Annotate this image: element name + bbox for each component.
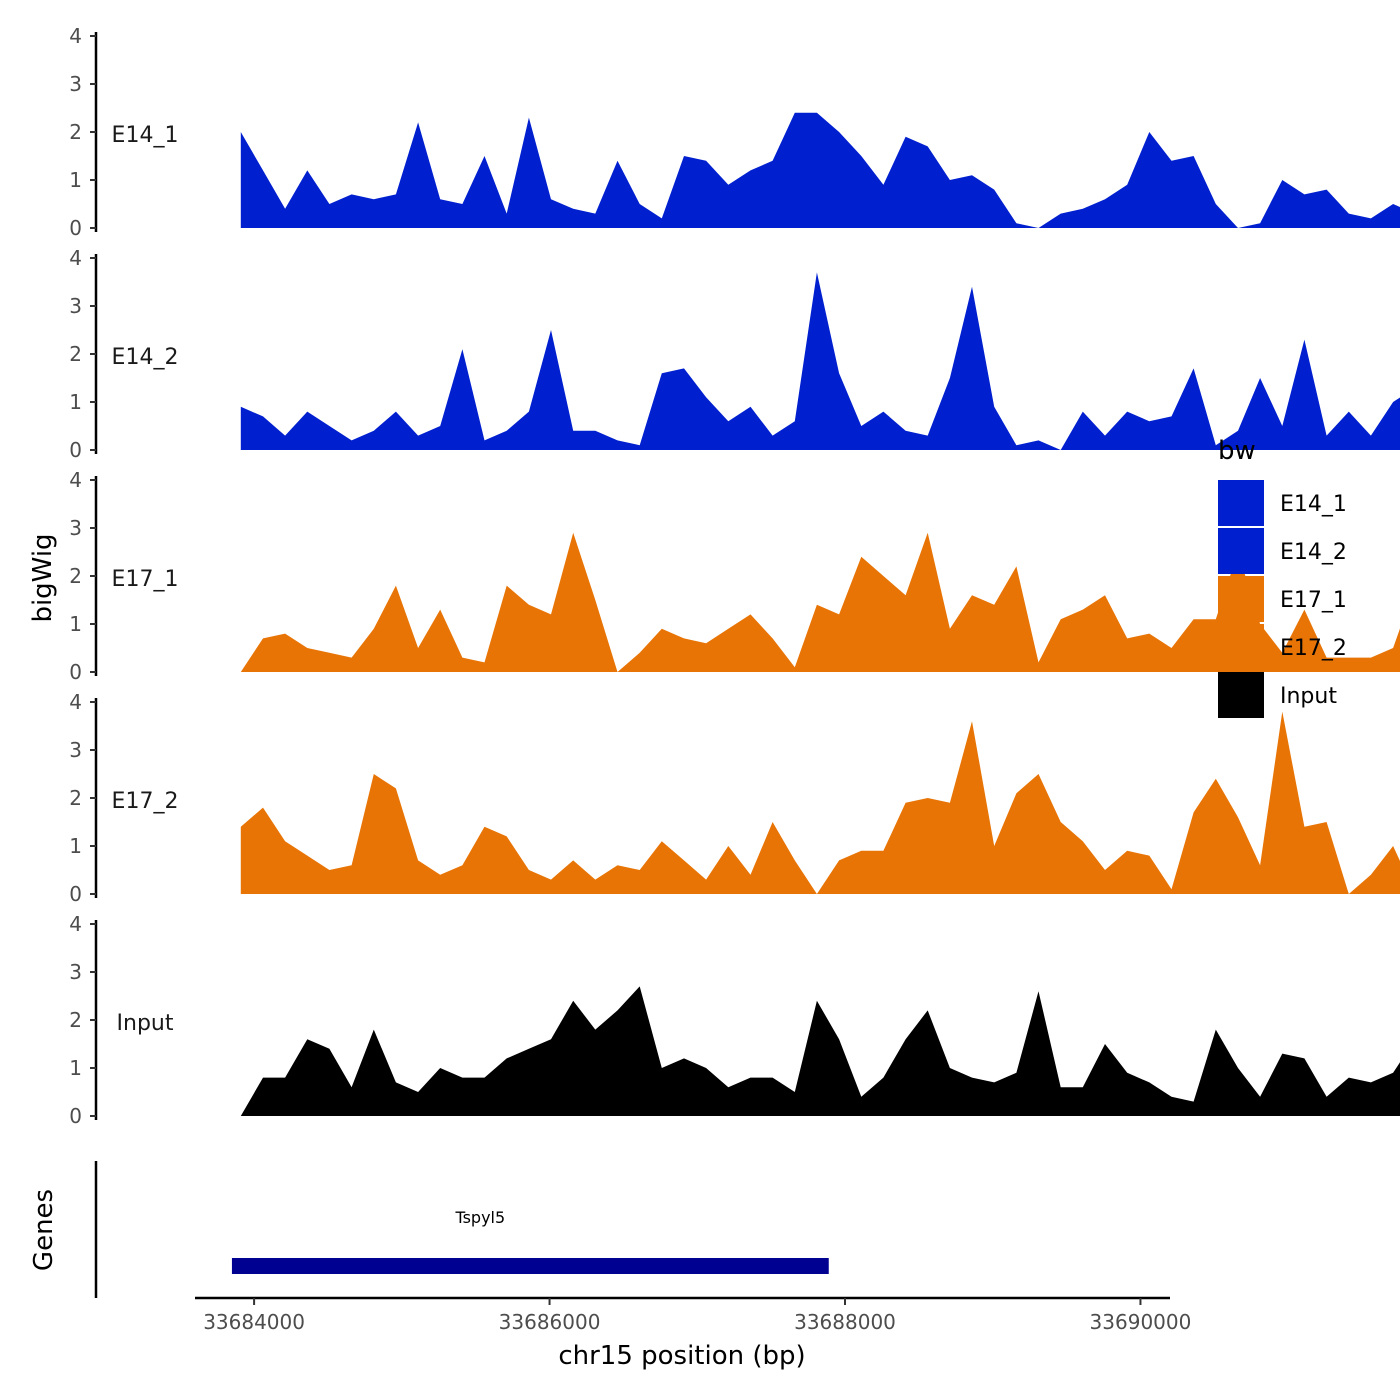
y-tick-label: 4: [69, 246, 82, 270]
y-tick-label: 2: [69, 120, 82, 144]
y-tick-label: 1: [69, 390, 82, 414]
gene-tspyl5-label: Tspyl5: [454, 1208, 505, 1227]
area-e17-1: [240, 532, 1400, 672]
y-tick-label: 3: [69, 294, 82, 318]
y-tick-label: 0: [69, 438, 82, 462]
track-e14-2: 0 1 2 3 4 E14_2: [69, 246, 1400, 462]
track-e17-2: 0 1 2 3 4 E17_2: [69, 690, 1400, 906]
track-label: E14_1: [112, 123, 179, 148]
legend-swatch: [1218, 672, 1264, 718]
legend-swatch: [1218, 576, 1264, 622]
y-tick-label: 3: [69, 960, 82, 984]
y-tick-label: 1: [69, 1056, 82, 1080]
y-tick-label: 4: [69, 468, 82, 492]
x-tick-label: 33688000: [794, 1310, 896, 1334]
x-axis-title: chr15 position (bp): [558, 1341, 805, 1371]
legend-label: E14_1: [1280, 492, 1347, 517]
bigwig-tracks: 0 1 2 3 4 E14_1 0 1 2 3 4 E14_2 0 1 2 3 4 E17_1 0 1 2 3 4 E17_2…: [69, 24, 1400, 1128]
legend-label: E17_2: [1280, 636, 1347, 661]
legend-label: Input: [1280, 684, 1337, 709]
legend-swatch: [1218, 480, 1264, 526]
y-tick-label: 4: [69, 912, 82, 936]
y-tick-label: 4: [69, 690, 82, 714]
track-e14-1: 0 1 2 3 4 E14_1: [69, 24, 1400, 240]
y-tick-label: 2: [69, 342, 82, 366]
x-ticks: 33684000 33686000 33688000 33690000: [203, 1298, 1191, 1334]
genes-panel-title: Genes: [29, 1189, 59, 1271]
legend-item-e17-1: E17_1: [1218, 576, 1347, 622]
y-tick-label: 2: [69, 1008, 82, 1032]
legend-item-e17-2: E17_2: [1218, 624, 1347, 670]
y-tick-label: 0: [69, 216, 82, 240]
legend-swatch: [1218, 624, 1264, 670]
legend-title: bw: [1218, 436, 1256, 466]
x-tick-label: 33684000: [203, 1310, 305, 1334]
legend-item-input: Input: [1218, 672, 1337, 718]
legend-items: E14_1 E14_2 E17_1 E17_2 Input: [1218, 480, 1347, 718]
track-label: E17_2: [112, 789, 179, 814]
y-tick-label: 1: [69, 612, 82, 636]
legend-label: E17_1: [1280, 588, 1347, 613]
genes-panel: Genes Tspyl5: [29, 1161, 829, 1298]
track-label: Input: [117, 1011, 174, 1036]
track-label: E14_2: [112, 345, 179, 370]
area-e14-1: [240, 112, 1400, 228]
area-input: [240, 986, 1400, 1116]
y-tick-label: 0: [69, 882, 82, 906]
track-e17-1: 0 1 2 3 4 E17_1: [69, 468, 1400, 684]
y-tick-label: 4: [69, 24, 82, 48]
gene-layer: Tspyl5: [231, 1208, 829, 1274]
y-tick-label: 3: [69, 516, 82, 540]
y-tick-label: 1: [69, 834, 82, 858]
x-axis: 33684000 33686000 33688000 33690000 chr15 p…: [195, 1296, 1191, 1371]
track-input: 0 1 2 3 4 Input: [69, 912, 1400, 1128]
gene-tspyl5-bar: [231, 1258, 829, 1274]
y-tick-label: 2: [69, 786, 82, 810]
legend-item-e14-2: E14_2: [1218, 528, 1347, 574]
y-tick-label: 3: [69, 72, 82, 96]
y-tick-label: 1: [69, 168, 82, 192]
y-tick-label: 2: [69, 564, 82, 588]
y-tick-label: 0: [69, 1104, 82, 1128]
legend: bw E14_1 E14_2 E17_1 E17_2 Input: [1218, 436, 1347, 718]
area-e17-2: [240, 711, 1400, 894]
y-axis-title: bigWig: [28, 533, 58, 622]
track-label: E17_1: [112, 567, 179, 592]
legend-label: E14_2: [1280, 540, 1347, 565]
legend-swatch: [1218, 528, 1264, 574]
area-e14-2: [240, 272, 1400, 450]
y-tick-label: 0: [69, 660, 82, 684]
x-tick-label: 33690000: [1090, 1310, 1192, 1334]
x-tick-label: 33686000: [499, 1310, 601, 1334]
y-tick-label: 3: [69, 738, 82, 762]
legend-item-e14-1: E14_1: [1218, 480, 1347, 526]
